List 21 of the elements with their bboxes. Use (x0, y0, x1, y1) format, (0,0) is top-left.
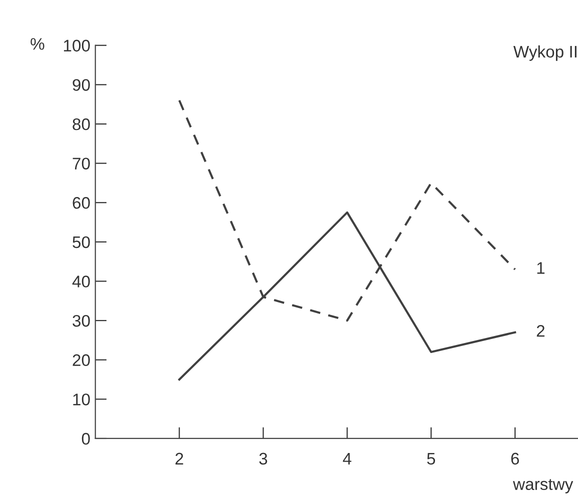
y-tick-label: 50 (72, 236, 90, 248)
y-tick-label: 100 (64, 40, 90, 52)
y-tick-label: 70 (72, 158, 90, 170)
y-tick-label: 80 (72, 118, 90, 130)
y-tick-label: 90 (72, 79, 90, 91)
x-tick-label: 5 (427, 452, 436, 465)
series-label: 1 (537, 262, 544, 274)
y-tick-label: 20 (72, 354, 90, 366)
x-axis-title: warstwy (512, 479, 574, 494)
y-tick-label: 10 (73, 394, 90, 406)
x-tick-label: 6 (511, 452, 519, 465)
y-tick-label: 30 (72, 314, 90, 327)
y-axis-title: % (30, 38, 44, 50)
x-tick-label: 3 (259, 452, 268, 465)
x-tick-label: 2 (176, 452, 184, 464)
y-tick-label: 40 (72, 276, 90, 288)
y-tick-label: 60 (72, 197, 90, 209)
x-tick-label: 4 (342, 452, 352, 464)
y-tick-label: 0 (82, 432, 90, 445)
chart-title: Wykop II (513, 45, 576, 61)
series-label: 2 (536, 325, 544, 337)
